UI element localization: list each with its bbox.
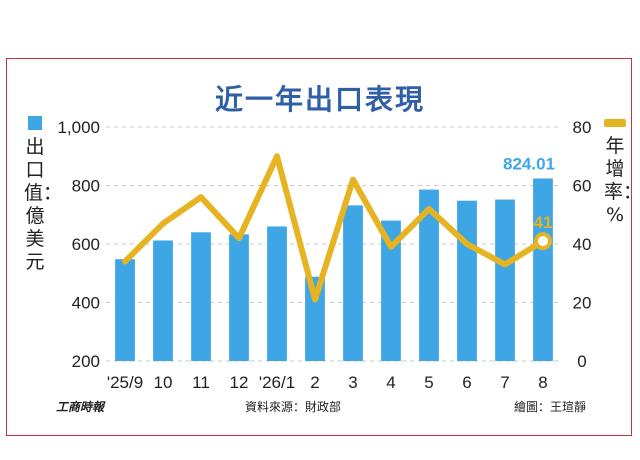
x-tick-label: 10 <box>154 373 173 392</box>
bar <box>153 240 173 361</box>
bar <box>343 205 363 361</box>
bar <box>419 189 439 361</box>
bar <box>115 259 135 361</box>
x-tick-label: 8 <box>538 373 547 392</box>
x-tick-label: 12 <box>230 373 249 392</box>
x-tick-label: 5 <box>424 373 433 392</box>
last-line-value-label: 41 <box>534 213 553 232</box>
x-tick-label: 4 <box>386 373 395 392</box>
legend-line-swatch <box>604 119 626 127</box>
x-tick-label: '26/1 <box>259 373 295 392</box>
growth-line-endpoint <box>534 232 552 251</box>
chart-title: 近一年出口表現 <box>214 83 425 116</box>
x-tick-label: 7 <box>500 373 509 392</box>
x-tick-label: 3 <box>348 373 357 392</box>
y-left-tick-label: 800 <box>72 177 100 196</box>
bar <box>495 199 515 361</box>
y-right-tick-label: 60 <box>573 177 592 196</box>
publisher-logo: 工商時報 <box>56 400 105 414</box>
y-left-tick-label: 200 <box>72 352 100 371</box>
y-left-tick-label: 400 <box>72 294 100 313</box>
bar <box>267 226 287 361</box>
bar <box>457 200 477 361</box>
y-right-tick-label: 20 <box>573 294 592 313</box>
bar <box>229 234 249 361</box>
x-tick-label: 11 <box>192 373 210 392</box>
y-left-tick-label: 1,000 <box>57 118 100 137</box>
x-tick-label: 6 <box>462 373 471 392</box>
bar <box>305 276 325 361</box>
x-tick-label: '25/9 <box>107 373 143 392</box>
bar <box>381 220 401 361</box>
y-right-tick-label: 0 <box>577 352 586 371</box>
y-right-tick-label: 80 <box>573 118 592 137</box>
last-bar-value-label: 824.01 <box>503 154 555 173</box>
x-tick-label: 2 <box>310 373 319 392</box>
credit-note: 繪圖：王瑄靜 <box>514 400 587 414</box>
y-left-tick-label: 600 <box>72 235 100 254</box>
bar <box>191 232 211 361</box>
legend-bar-swatch <box>28 116 42 130</box>
growth-line <box>122 153 546 303</box>
bar <box>533 178 553 361</box>
y-right-tick-label: 40 <box>573 235 592 254</box>
source-note: 資料來源：財政部 <box>245 400 342 414</box>
